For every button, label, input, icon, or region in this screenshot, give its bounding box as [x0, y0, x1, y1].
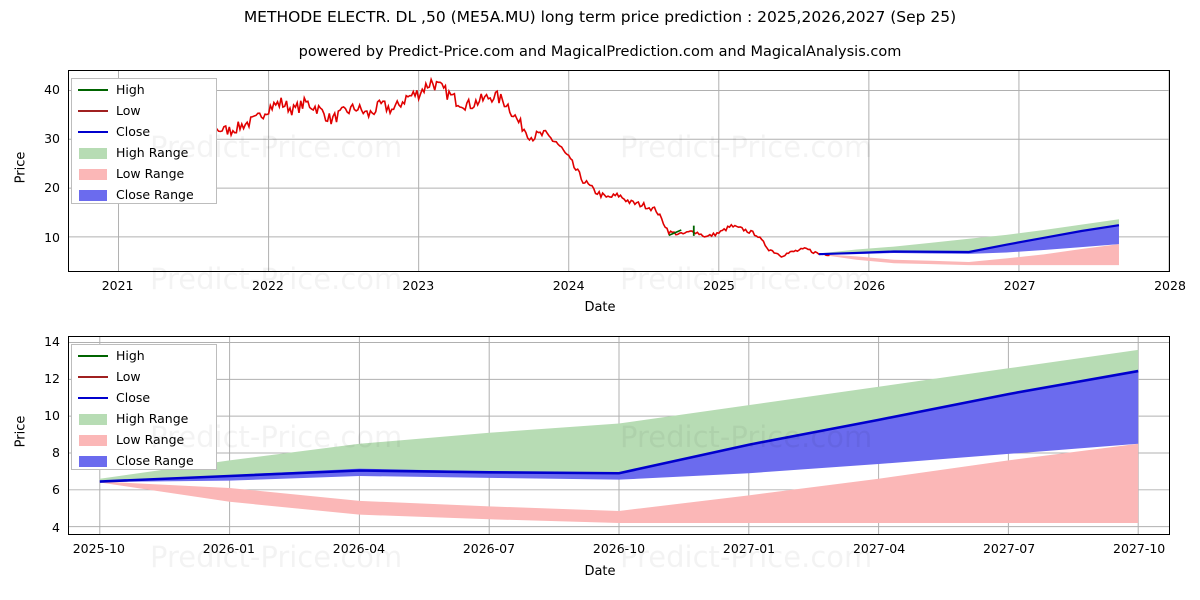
swatch — [78, 109, 108, 112]
x-tick-top-2022: 2022 — [252, 278, 284, 293]
swatch — [79, 189, 107, 201]
chart-panel-bottom — [68, 336, 1170, 535]
y-tick-bottom-10: 10 — [44, 407, 60, 423]
legend-item-label: High Range — [116, 411, 189, 426]
x-tick-bottom-2027-10: 2027-10 — [1113, 541, 1166, 556]
band-close-range — [99, 371, 1139, 483]
top-chart-plot — [69, 71, 1169, 271]
legend-item-close-range: Close Range — [72, 450, 216, 471]
legend-patch-swatch — [78, 189, 108, 201]
legend-item-low: Low — [72, 366, 216, 387]
legend-item-high-range: High Range — [72, 408, 216, 429]
x-tick-bottom-2026-04: 2026-04 — [332, 541, 386, 556]
legend-line-swatch — [78, 350, 108, 362]
legend-line-swatch — [78, 371, 108, 383]
legend-patch-swatch — [78, 168, 108, 180]
legend-item-high-range: High Range — [72, 142, 216, 163]
page-title: METHODE ELECTR. DL ,50 (ME5A.MU) long te… — [243, 8, 957, 26]
legend-item-high: High — [72, 345, 216, 366]
legend-patch-swatch — [78, 147, 108, 159]
legend-patch-swatch — [78, 434, 108, 446]
y-tick-top-30: 30 — [44, 130, 60, 146]
legend-item-label: Close Range — [116, 453, 194, 468]
series-low — [189, 76, 830, 258]
legend-item-low-range: Low Range — [72, 163, 216, 184]
y-tick-bottom-6: 6 — [52, 482, 60, 498]
x-axis-label-top: Date — [584, 300, 616, 315]
swatch — [78, 375, 108, 378]
band-low-range — [818, 244, 1119, 266]
x-tick-bottom-2027-01: 2027-01 — [722, 541, 776, 556]
x-axis-label-bottom: Date — [584, 564, 616, 579]
band-low-range — [99, 443, 1139, 523]
legend-patch-swatch — [78, 413, 108, 425]
series-close — [818, 224, 1120, 256]
swatch — [79, 413, 107, 425]
y-tick-bottom-4: 4 — [52, 519, 60, 535]
x-tick-bottom-2026-01: 2026-01 — [202, 541, 255, 556]
legend-item-label: Close Range — [116, 187, 194, 202]
x-tick-top-2021: 2021 — [101, 278, 134, 293]
legend-item-label: Close — [116, 124, 151, 139]
y-tick-top-20: 20 — [44, 180, 60, 196]
y-tick-bottom-14: 14 — [44, 333, 60, 349]
swatch — [79, 455, 107, 467]
legend-item-label: Low — [116, 103, 141, 118]
legend-item-label: Close — [116, 390, 151, 405]
x-tick-top-2026: 2026 — [853, 278, 886, 293]
chart-panel-top — [68, 70, 1170, 272]
legend-top: High Low Close High Range Low Range Close Ran… — [71, 78, 217, 204]
y-tick-bottom-12: 12 — [44, 370, 60, 386]
y-tick-top-10: 10 — [44, 229, 60, 245]
swatch — [78, 130, 108, 133]
legend-item-label: High — [116, 348, 145, 363]
legend-item-close: Close — [72, 121, 216, 142]
swatch — [78, 396, 108, 399]
x-tick-top-2025: 2025 — [703, 278, 735, 293]
x-tick-bottom-2027-04: 2027-04 — [852, 541, 906, 556]
legend-patch-swatch — [78, 455, 108, 467]
legend-line-swatch — [78, 126, 108, 138]
page-subtitle: powered by Predict-Price.com and Magical… — [298, 44, 902, 60]
y-tick-bottom-8: 8 — [52, 445, 60, 461]
legend-item-label: Low Range — [116, 166, 185, 181]
swatch — [79, 434, 107, 446]
legend-item-close: Close — [72, 387, 216, 408]
swatch — [79, 168, 107, 180]
swatch — [78, 354, 108, 357]
series-close — [99, 369, 1139, 483]
x-tick-bottom-2026-07: 2026-07 — [462, 541, 516, 556]
legend-line-swatch — [78, 84, 108, 96]
legend-item-low-range: Low Range — [72, 429, 216, 450]
x-tick-bottom-2027-07: 2027-07 — [982, 541, 1036, 556]
series-high-2 — [668, 229, 682, 237]
band-high-range — [99, 349, 1139, 482]
swatch — [78, 88, 108, 91]
swatch — [79, 147, 107, 159]
band-high-range — [818, 219, 1119, 255]
x-tick-bottom-2025-10: 2025-10 — [72, 541, 125, 556]
legend-line-swatch — [78, 392, 108, 404]
bottom-chart-plot — [69, 337, 1169, 534]
legend-item-label: Low — [116, 369, 141, 384]
legend-bottom: High Low Close High Range Low Range Close Ran… — [71, 344, 217, 470]
legend-line-swatch — [78, 105, 108, 117]
x-tick-top-2024: 2024 — [552, 278, 585, 293]
y-tick-top-40: 40 — [44, 81, 60, 97]
x-tick-bottom-2026-10: 2026-10 — [592, 541, 646, 556]
x-tick-top-2028: 2028 — [1154, 278, 1186, 293]
legend-item-close-range: Close Range — [72, 184, 216, 205]
x-tick-top-2023: 2023 — [402, 278, 435, 293]
legend-item-label: Low Range — [116, 432, 185, 447]
x-tick-top-2027: 2027 — [1003, 278, 1036, 293]
legend-item-low: Low — [72, 100, 216, 121]
legend-item-label: High — [116, 82, 145, 97]
legend-item-label: High Range — [116, 145, 189, 160]
band-close-range — [818, 225, 1119, 255]
legend-item-high: High — [72, 79, 216, 100]
